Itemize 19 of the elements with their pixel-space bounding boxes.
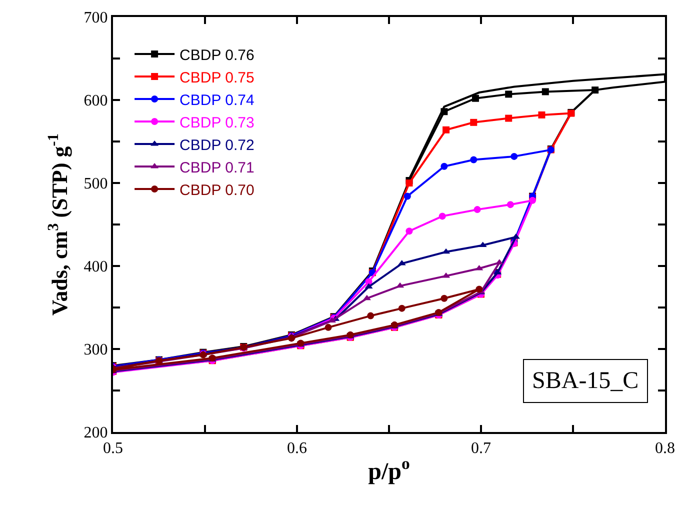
legend-label: CBDP 0.75	[180, 69, 254, 86]
y-tick-label: 500	[84, 176, 108, 193]
annotation: SBA-15_C	[532, 368, 639, 394]
y-tick-label: 600	[84, 92, 108, 110]
legend-label: CBDP 0.72	[180, 136, 254, 154]
y-tick-label: 300	[84, 342, 108, 359]
x-tick-label: 0.6	[287, 440, 307, 458]
y-tick-label: 700	[84, 10, 108, 27]
y-tick-label: 400	[84, 258, 108, 276]
legend-label: CBDP 0.71	[180, 159, 254, 176]
legend-label: CBDP 0.74	[180, 92, 254, 109]
x-tick-label: 0.8	[655, 440, 675, 458]
legend-label: CBDP 0.76	[180, 46, 254, 64]
x-tick-label: 0.7	[471, 440, 491, 458]
x-tick-label: 0.5	[103, 440, 123, 458]
x-axis-title: p/p$^{o}$	[368, 454, 410, 485]
y-tick-label: 200	[84, 424, 108, 442]
legend-label: CBDP 0.73	[180, 114, 254, 132]
legend-label: CBDP 0.70	[180, 182, 254, 199]
